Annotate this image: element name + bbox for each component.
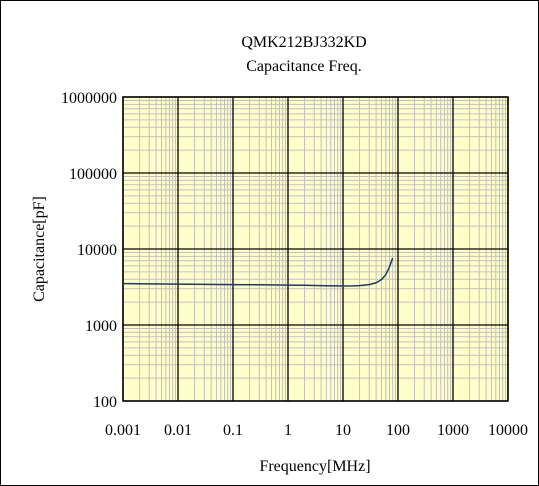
x-tick-label: 10 — [335, 422, 351, 439]
y-tick-label: 100 — [93, 394, 117, 411]
x-tick-label: 0.01 — [164, 422, 192, 439]
plot-border — [122, 96, 509, 402]
y-axis-label: Capacitance[pF] — [31, 196, 48, 302]
y-tick-label: 100000 — [69, 166, 117, 183]
y-tick-label: 1000000 — [61, 90, 117, 107]
x-tick-label: 1 — [284, 422, 292, 439]
x-tick-label: 0.001 — [105, 422, 141, 439]
x-tick-label: 1000 — [437, 422, 469, 439]
capacitance-series-line — [122, 257, 394, 287]
y-tick-label: 1000 — [85, 318, 117, 335]
x-tick-label: 10000 — [488, 422, 528, 439]
x-tick-label: 100 — [386, 422, 410, 439]
y-tick-label: 10000 — [77, 242, 117, 259]
chart-subtitle: Capacitance Freq. — [246, 58, 362, 75]
x-axis-label: Frequency[MHz] — [259, 458, 370, 475]
x-tick-label: 0.1 — [223, 422, 243, 439]
tick-labels: 0.001 0.01 0.1 1 10 100 1000 10000 100 1000 10000 1… — [61, 90, 528, 439]
chart-title: QMK212BJ332KD — [241, 34, 366, 51]
series-lines — [122, 257, 394, 287]
